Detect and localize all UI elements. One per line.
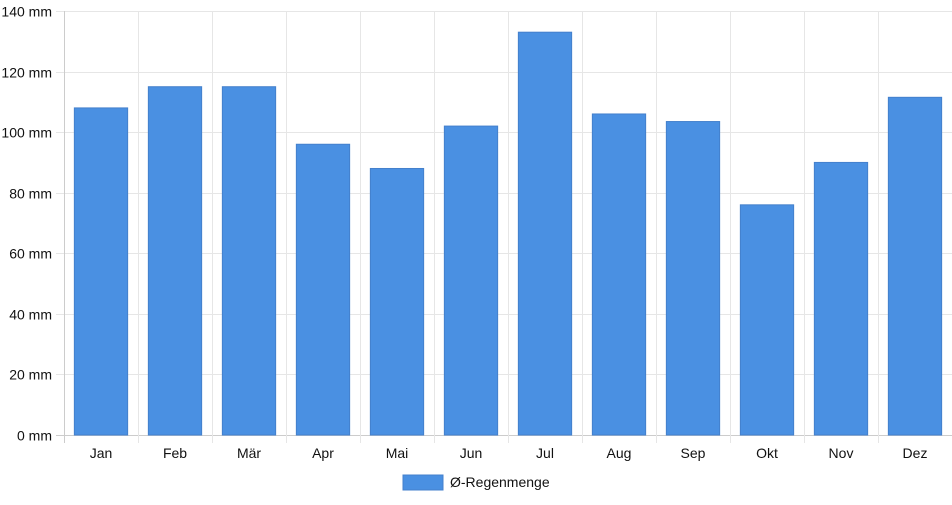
bar-aug[interactable] [591,113,647,436]
legend-label[interactable]: Ø-Regenmenge [450,474,550,490]
x-tick-label: Apr [312,445,334,461]
grid-layer [56,11,952,443]
y-tick-label: 100 mm [1,125,52,141]
x-tick-label: Dez [903,445,928,461]
legend[interactable]: Ø-Regenmenge [402,474,550,491]
x-tick-label: Feb [163,445,187,461]
y-tick-label: 140 mm [1,4,52,20]
bar-okt[interactable] [739,204,795,436]
bar-mär[interactable] [221,86,277,436]
bar-jul[interactable] [517,31,573,436]
bar-apr[interactable] [295,143,351,436]
x-tick-label: Okt [756,445,778,461]
y-tick-label: 20 mm [9,367,52,383]
bar-jun[interactable] [443,125,499,436]
bar-sep[interactable] [665,121,721,436]
bars-layer [73,31,943,436]
bar-mai[interactable] [369,167,425,436]
y-tick-label: 120 mm [1,65,52,81]
x-tick-label: Mai [386,445,409,461]
x-tick-label: Jan [90,445,113,461]
bar-dez[interactable] [887,96,943,436]
legend-swatch[interactable] [402,474,444,491]
x-tick-label: Sep [681,445,706,461]
bar-jan[interactable] [73,107,129,436]
y-tick-label: 40 mm [9,307,52,323]
axis-layer: 0 mm 20 mm 40 mm 60 mm 80 mm 100 mm 120 mm 140 … [1,4,927,462]
x-tick-label: Jun [460,445,483,461]
y-tick-label: 80 mm [9,186,52,202]
x-tick-label: Nov [829,445,854,461]
y-tick-label: 0 mm [17,428,52,444]
x-tick-label: Aug [607,445,632,461]
x-tick-label: Jul [536,445,554,461]
x-tick-label: Mär [237,445,261,461]
bar-feb[interactable] [147,86,203,436]
y-tick-label: 60 mm [9,246,52,262]
bar-nov[interactable] [813,161,869,436]
